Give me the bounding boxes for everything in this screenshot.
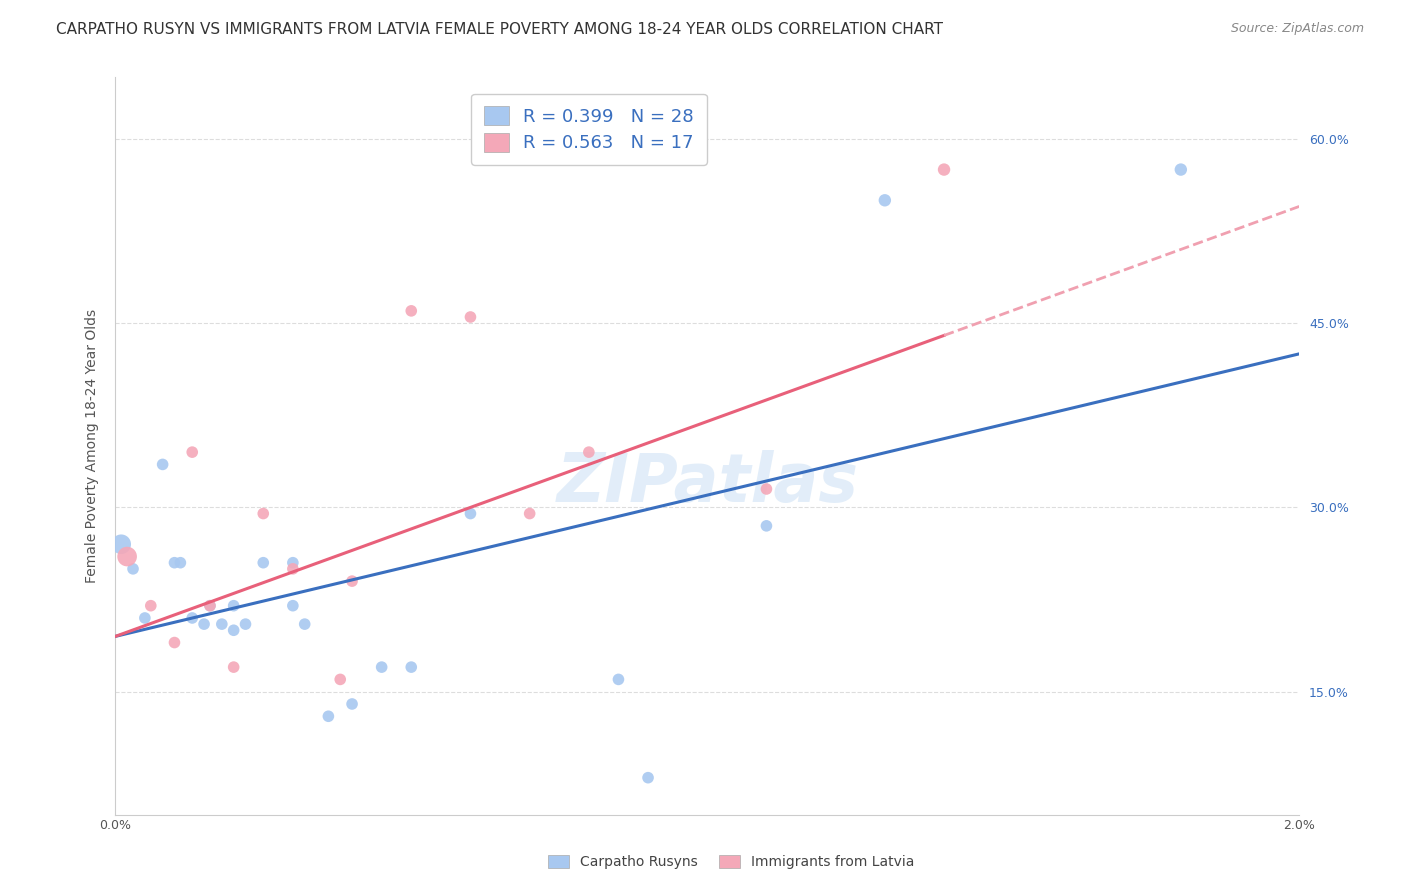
Point — [222, 624, 245, 638]
Point — [401, 303, 423, 318]
Point — [163, 556, 186, 570]
Point — [198, 599, 221, 613]
Point — [460, 310, 482, 324]
Point — [222, 660, 245, 674]
Point — [169, 556, 191, 570]
Point — [281, 556, 304, 570]
Point — [519, 507, 541, 521]
Point — [294, 617, 316, 632]
Point — [340, 697, 363, 711]
Point — [115, 549, 138, 564]
Legend: R = 0.399   N = 28, R = 0.563   N = 17: R = 0.399 N = 28, R = 0.563 N = 17 — [471, 94, 707, 165]
Point — [873, 194, 896, 208]
Point — [755, 519, 778, 533]
Point — [193, 617, 215, 632]
Point — [152, 458, 174, 472]
Y-axis label: Female Poverty Among 18-24 Year Olds: Female Poverty Among 18-24 Year Olds — [86, 309, 100, 583]
Point — [281, 599, 304, 613]
Point — [755, 482, 778, 496]
Point — [329, 673, 352, 687]
Point — [222, 599, 245, 613]
Point — [318, 709, 340, 723]
Point — [163, 635, 186, 649]
Point — [139, 599, 162, 613]
Text: Source: ZipAtlas.com: Source: ZipAtlas.com — [1230, 22, 1364, 36]
Legend: Carpatho Rusyns, Immigrants from Latvia: Carpatho Rusyns, Immigrants from Latvia — [541, 848, 921, 876]
Point — [932, 162, 955, 177]
Point — [637, 771, 659, 785]
Point — [252, 556, 274, 570]
Point — [370, 660, 392, 674]
Point — [401, 660, 423, 674]
Point — [211, 617, 233, 632]
Point — [460, 507, 482, 521]
Point — [110, 537, 132, 551]
Point — [198, 599, 221, 613]
Point — [281, 562, 304, 576]
Point — [340, 574, 363, 588]
Point — [134, 611, 156, 625]
Point — [1170, 162, 1192, 177]
Point — [252, 507, 274, 521]
Point — [578, 445, 600, 459]
Point — [181, 445, 204, 459]
Point — [607, 673, 630, 687]
Point — [181, 611, 204, 625]
Text: ZIPatlas: ZIPatlas — [557, 450, 858, 516]
Text: CARPATHO RUSYN VS IMMIGRANTS FROM LATVIA FEMALE POVERTY AMONG 18-24 YEAR OLDS CO: CARPATHO RUSYN VS IMMIGRANTS FROM LATVIA… — [56, 22, 943, 37]
Point — [235, 617, 257, 632]
Point — [122, 562, 145, 576]
